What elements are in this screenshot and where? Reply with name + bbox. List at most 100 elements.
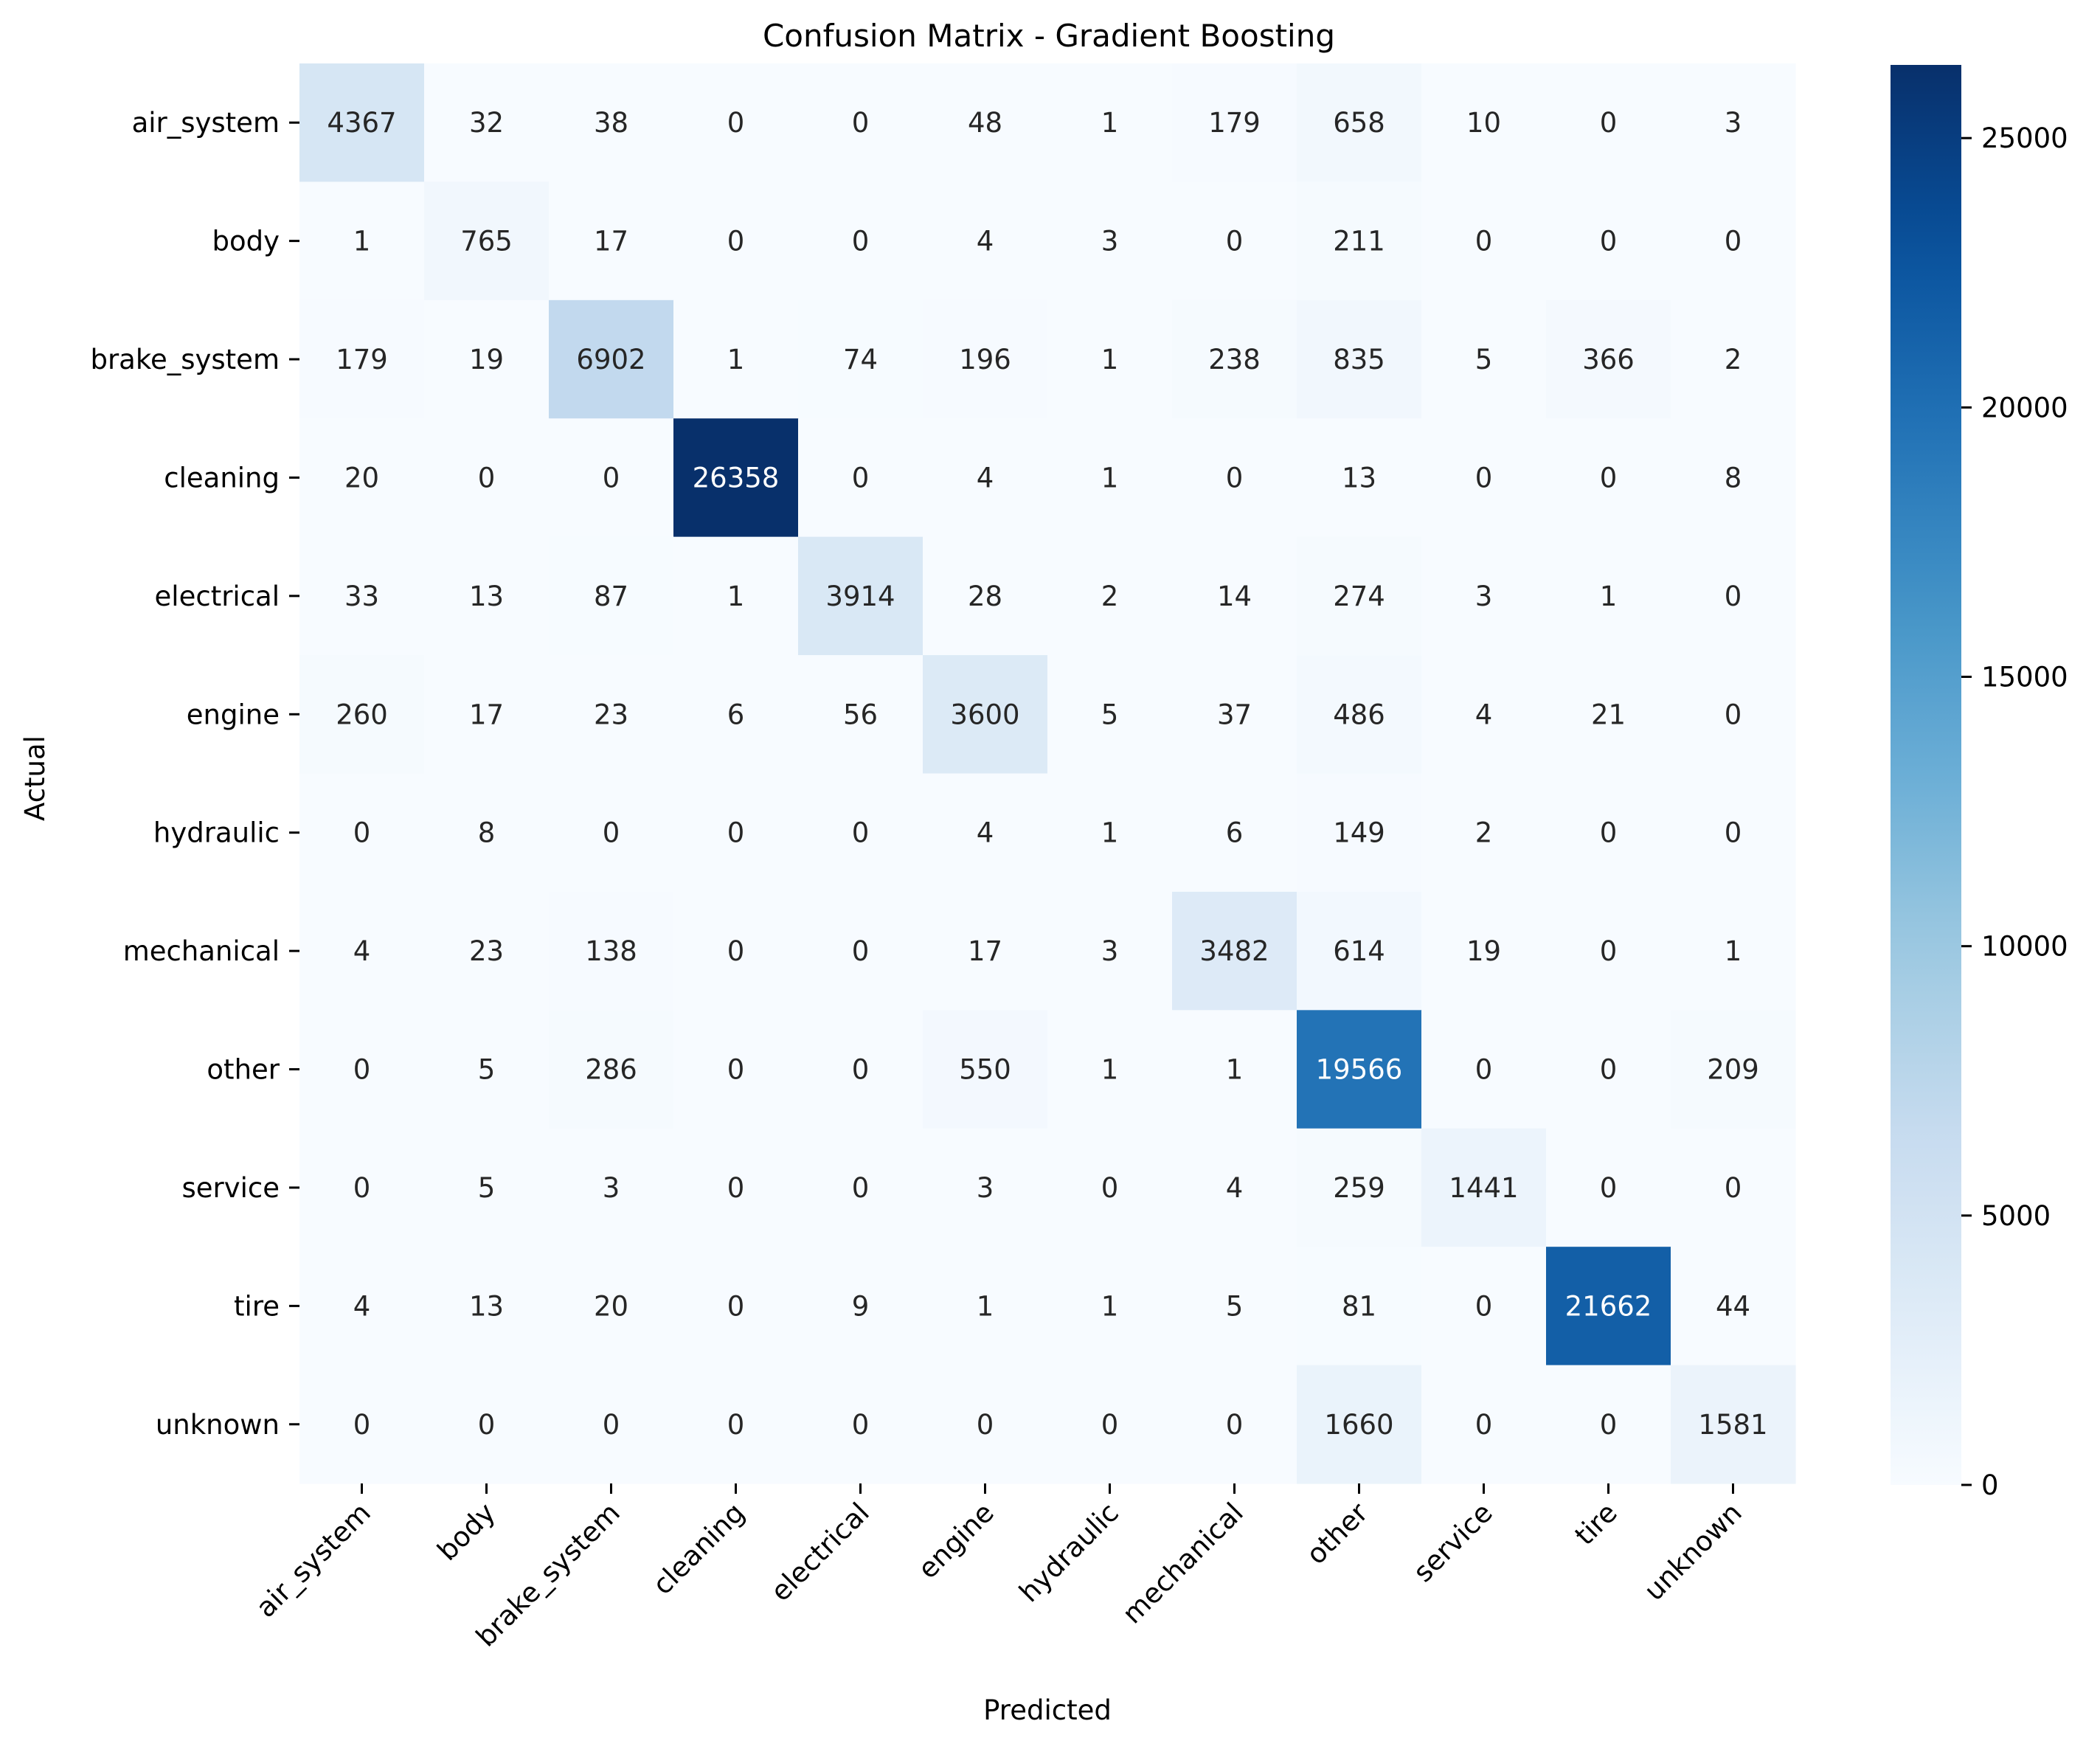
heatmap-cell [1421, 891, 1547, 1011]
cell-value-label: 0 [603, 462, 620, 493]
heatmap-cell [798, 1128, 923, 1247]
heatmap-cell [798, 773, 923, 893]
y-tick-label: unknown [156, 1409, 280, 1441]
heatmap-cell [424, 655, 550, 775]
cell-value-label: 0 [1226, 462, 1244, 493]
heatmap-cell [424, 1128, 550, 1247]
heatmap-cell [798, 655, 923, 775]
cell-value-label: 8 [1725, 462, 1742, 493]
y-axis-label: Actual [19, 735, 51, 821]
heatmap-cell [1047, 181, 1173, 301]
heatmap-cell [549, 1365, 674, 1484]
cell-value-label: 179 [1208, 107, 1261, 139]
cell-value-label: 3 [977, 1172, 994, 1204]
cell-value-label: 3600 [950, 699, 1019, 730]
cell-value-label: 10 [1466, 107, 1501, 139]
heatmap-cell [1421, 1365, 1547, 1484]
cell-value-label: 26358 [693, 462, 780, 493]
heatmap-cell [1297, 1247, 1422, 1366]
cell-value-label: 0 [1725, 1172, 1742, 1204]
cell-value-label: 0 [353, 1054, 371, 1086]
heatmap-cell [1421, 181, 1547, 301]
cell-value-label: 20 [344, 462, 379, 493]
heatmap-cell [798, 1010, 923, 1129]
heatmap-cell [923, 773, 1048, 893]
y-tick-label: electrical [155, 581, 280, 612]
cell-value-label: 0 [1600, 462, 1618, 493]
heatmap-cell [673, 63, 799, 183]
y-tick-label: other [207, 1054, 280, 1086]
heatmap-cell [923, 181, 1048, 301]
heatmap-cell [1297, 773, 1422, 893]
cell-value-label: 19 [1466, 935, 1501, 967]
cell-value-label: 4 [353, 935, 371, 967]
cell-value-label: 14 [1217, 581, 1252, 612]
cell-value-label: 1 [1101, 1290, 1119, 1322]
heatmap-cell [1297, 299, 1422, 419]
cell-value-label: 0 [727, 107, 745, 139]
cell-value-label: 0 [852, 1054, 870, 1086]
cell-value-label: 1 [1101, 817, 1119, 849]
heatmap-cell [1546, 655, 1671, 775]
cell-value-label: 0 [1725, 226, 1742, 257]
heatmap-cell [1172, 536, 1297, 656]
heatmap-cell [673, 299, 799, 419]
cell-value-label: 0 [1475, 1054, 1493, 1086]
heatmap-cell [549, 1128, 674, 1247]
cell-value-label: 3 [603, 1172, 620, 1204]
cell-value-label: 259 [1333, 1172, 1385, 1204]
cell-value-label: 13 [469, 581, 504, 612]
colorbar-tick-label: 20000 [1981, 392, 2068, 423]
cell-value-label: 0 [1725, 699, 1742, 730]
cell-value-label: 138 [585, 935, 637, 967]
heatmap-cell [798, 299, 923, 419]
y-tick-label: mechanical [123, 935, 280, 967]
heatmap-cell [673, 1010, 799, 1129]
cell-value-label: 81 [1342, 1290, 1376, 1322]
heatmap-cell [549, 299, 674, 419]
cell-value-label: 17 [968, 935, 1002, 967]
cell-value-label: 0 [852, 107, 870, 139]
heatmap-cell [1546, 536, 1671, 656]
heatmap-cell [1172, 63, 1297, 183]
cell-value-label: 1 [1725, 935, 1742, 967]
cell-value-label: 211 [1333, 226, 1385, 257]
heatmap-cell [299, 655, 425, 775]
heatmap-cell [549, 181, 674, 301]
heatmap-cell [1047, 1128, 1173, 1247]
cell-value-label: 2 [1475, 817, 1493, 849]
heatmap-cell [673, 891, 799, 1011]
cell-value-label: 835 [1333, 344, 1385, 375]
cell-value-label: 3482 [1199, 935, 1269, 967]
cell-value-label: 0 [727, 1409, 745, 1441]
cell-value-label: 2 [1101, 581, 1119, 612]
cell-value-label: 21662 [1565, 1290, 1652, 1322]
cell-value-label: 1 [1101, 344, 1119, 375]
heatmap-cell [549, 655, 674, 775]
heatmap-cell [1297, 891, 1422, 1011]
heatmap-cell [798, 1365, 923, 1484]
cell-value-label: 5 [1475, 344, 1493, 375]
heatmap-cell [673, 1247, 799, 1366]
heatmap-cell [798, 181, 923, 301]
cell-value-label: 8 [478, 817, 496, 849]
cell-value-label: 4 [1226, 1172, 1244, 1204]
heatmap-cell [1671, 773, 1796, 893]
heatmap-cell [424, 181, 550, 301]
heatmap-cell [424, 1010, 550, 1129]
cell-value-label: 0 [353, 1409, 371, 1441]
heatmap-cell [798, 63, 923, 183]
heatmap-cell [798, 891, 923, 1011]
cell-value-label: 0 [1600, 107, 1618, 139]
colorbar-tick-label: 10000 [1981, 931, 2068, 963]
cell-value-label: 0 [852, 817, 870, 849]
cell-value-label: 32 [469, 107, 504, 139]
cell-value-label: 0 [1600, 1172, 1618, 1204]
cell-value-label: 1 [1600, 581, 1618, 612]
heatmap-cell [549, 891, 674, 1011]
heatmap-cell [1172, 1128, 1297, 1247]
heatmap-cell [299, 891, 425, 1011]
